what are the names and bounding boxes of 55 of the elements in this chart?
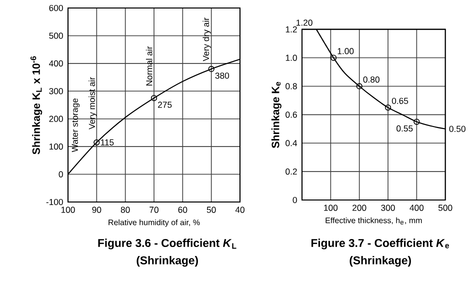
data-label: 0.80 <box>363 76 380 83</box>
x-tick-label: 70 <box>150 206 158 213</box>
y-tick-label: 0 <box>58 171 63 178</box>
y-tick-label: 0.6 <box>286 112 297 118</box>
x-tick-label: 200 <box>352 204 366 211</box>
point <box>94 139 100 146</box>
data-label: 1.00 <box>338 48 354 54</box>
y-tick-label: 400 <box>49 60 63 66</box>
x-tick-label: 100 <box>61 206 75 213</box>
data-label: 0.55 <box>396 125 413 132</box>
data-label: 275 <box>158 102 172 108</box>
x-tick-label: 60 <box>178 206 188 213</box>
data-label: 115 <box>100 139 114 146</box>
y-tick-label: 500 <box>49 32 63 39</box>
annotation: Very dry air <box>202 18 211 62</box>
x-tick-label: 500 <box>438 204 452 211</box>
y-tick-label: 0.2 <box>286 168 297 175</box>
text: Figure 3.6 - Coefficient K$_{L}$ <box>98 238 236 250</box>
point <box>414 118 420 125</box>
x-tick-label: 90 <box>92 206 102 213</box>
x-axis-title: Effective thickness, h$_{e}$, mm <box>326 217 422 225</box>
x-tick-label: 80 <box>120 206 130 213</box>
text: Figure 3.7 - Coefficient K$_{e}$ <box>311 238 450 250</box>
annotation: Water storage <box>72 98 80 152</box>
data-label: 380 <box>215 72 230 79</box>
text: (Shrinkage) <box>350 256 411 267</box>
x-tick-label: 50 <box>206 206 216 213</box>
data-label: 0.65 <box>392 98 408 104</box>
y-tick-label: 200 <box>49 116 63 122</box>
y-tick-label: 100 <box>50 144 63 150</box>
x-tick-label: 400 <box>410 204 424 211</box>
data-label: 1.20 <box>296 20 312 26</box>
y-tick-label: -100 <box>46 198 63 206</box>
point <box>330 54 337 61</box>
y-axis-title: Shrinkage K$_{L}$ x 10$^{-6}$ <box>30 56 42 154</box>
y-tick-label: 300 <box>49 88 63 94</box>
y-tick-label: 1.2 <box>286 26 297 32</box>
x-tick-label: 40 <box>235 206 244 213</box>
data-label: 0.50 <box>449 126 466 132</box>
point <box>208 66 214 72</box>
y-tick-label: 1.0 <box>286 54 297 61</box>
y-axis-title: Shrinkage K$_{e}$ <box>271 82 282 148</box>
point <box>384 104 392 111</box>
annotation: Very moist air <box>88 77 97 130</box>
x-tick-label: 100 <box>324 204 338 211</box>
y-tick-label: 0.8 <box>286 83 297 90</box>
y-tick-label: 0.4 <box>286 140 298 146</box>
x-axis-title: Relative humidity of air, % <box>108 219 200 227</box>
point <box>150 95 158 102</box>
x-tick-label: 300 <box>381 204 395 211</box>
y-tick-label: 600 <box>49 4 63 12</box>
text: (Shrinkage) <box>136 256 198 267</box>
point <box>356 83 362 90</box>
y-tick-label: 0 <box>292 196 297 204</box>
annotation: Normal air <box>146 46 152 86</box>
